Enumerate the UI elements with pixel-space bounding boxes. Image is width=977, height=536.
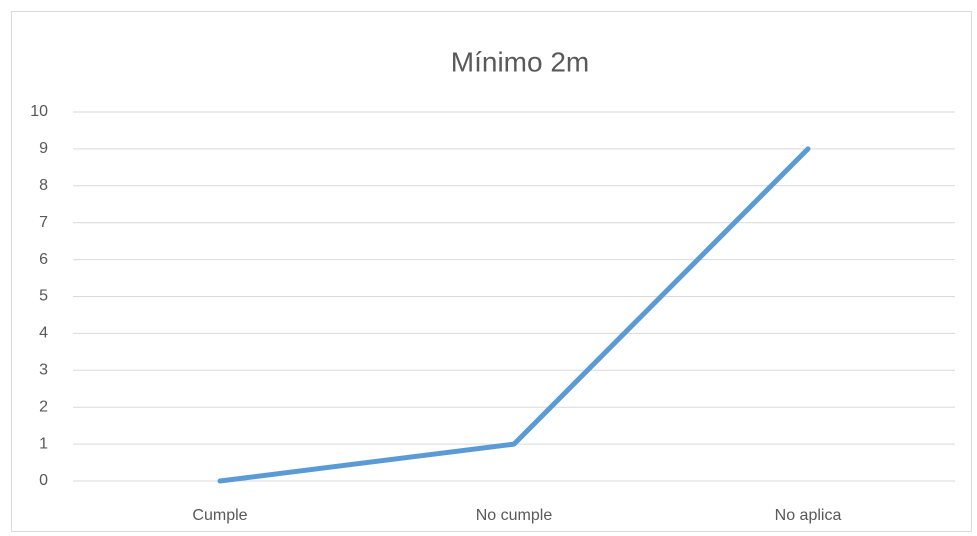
- x-tick-label: No aplica: [775, 507, 842, 524]
- data-line: [217, 146, 811, 484]
- y-tick-label: 9: [39, 140, 48, 157]
- y-tick-label: 2: [39, 398, 48, 415]
- y-tick-label: 10: [30, 103, 48, 120]
- chart-title: Mínimo 2m: [451, 46, 589, 77]
- y-tick-label: 1: [39, 435, 48, 452]
- x-tick-label: Cumple: [192, 507, 247, 524]
- y-tick-label: 6: [39, 251, 48, 268]
- y-tick-label: 5: [39, 288, 48, 305]
- y-tick-label: 0: [39, 472, 48, 489]
- x-tick-label: No cumple: [476, 507, 553, 524]
- y-tick-label: 3: [39, 362, 48, 379]
- chart-frame: [11, 11, 972, 532]
- y-tick-label: 4: [39, 325, 48, 342]
- y-tick-label: 7: [39, 214, 48, 231]
- y-tick-label: 8: [39, 177, 48, 194]
